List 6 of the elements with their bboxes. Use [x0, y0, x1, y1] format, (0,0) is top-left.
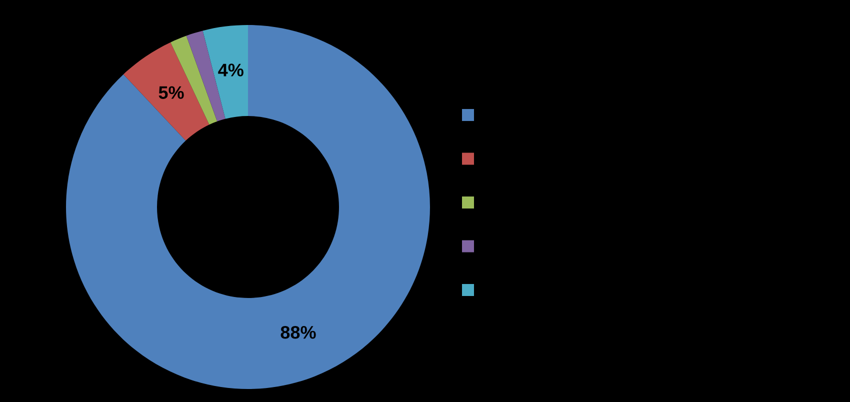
donut-slice: [202, 25, 248, 119]
donut-slice: [66, 25, 430, 389]
data-label: 88%: [280, 326, 316, 339]
data-label: 4%: [218, 64, 244, 76]
data-label: 5%: [158, 86, 184, 99]
donut-slice: [123, 42, 210, 141]
